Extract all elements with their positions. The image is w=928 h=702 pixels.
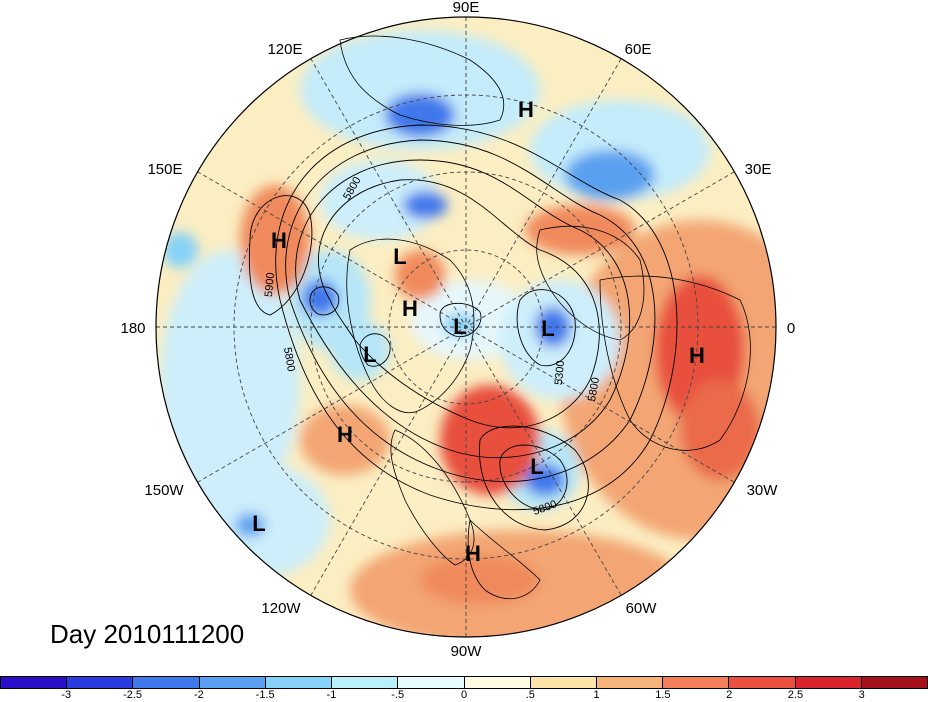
graticule — [156, 17, 776, 637]
colorbar-tick-label: -1.5 — [255, 689, 275, 701]
lon-label-90w: 90W — [451, 643, 483, 660]
map-boundary — [155, 16, 777, 638]
colorbar-cell — [663, 677, 730, 688]
lon-label-150w: 150W — [144, 482, 184, 499]
colorbar-cell — [67, 677, 134, 688]
colorbar-tick-label: 1 — [593, 689, 600, 701]
pressure-center-label: H — [689, 343, 705, 368]
anomaly-field — [156, 17, 776, 637]
colorbar-cell — [1, 677, 68, 688]
colorbar-cell — [464, 677, 531, 688]
pressure-center-label: H — [518, 97, 534, 122]
colorbar-tick-label: -2 — [193, 689, 204, 701]
pressure-center-label: L — [252, 511, 265, 536]
colorbar-cell — [332, 677, 399, 688]
pressure-center-label: L — [541, 316, 554, 341]
pressure-center-label: H — [271, 228, 287, 253]
colorbar-tick-label: 0 — [460, 689, 468, 701]
colorbar-cell — [398, 677, 465, 688]
colorbar-tick-label: -1 — [326, 689, 337, 701]
date-title: Day 2010111200 — [50, 619, 245, 649]
lon-label-90e: 90E — [453, 0, 480, 16]
contour-value-label: 5800 — [586, 376, 602, 402]
pressure-center-label: L — [363, 342, 376, 367]
lon-label-180: 180 — [120, 320, 145, 337]
colorbar-cell — [530, 677, 597, 688]
pressure-center-label: H — [402, 296, 418, 321]
pressure-center-label: L — [453, 314, 466, 339]
colorbar-tick-label: -3 — [61, 689, 72, 701]
lon-label-30e: 30E — [745, 161, 772, 178]
coastlines — [339, 35, 751, 599]
colorbar-tick-label: -2.5 — [123, 689, 143, 701]
lon-label-60w: 60W — [626, 600, 658, 617]
height-contours — [248, 124, 678, 531]
pressure-center-label: L — [530, 454, 543, 479]
colorbar-tick-label: .5 — [525, 689, 535, 701]
colorbar-tick-label: 1.5 — [655, 689, 671, 701]
contour-value-label: 5900 — [263, 272, 277, 297]
colorbar-tick-label: 2 — [726, 689, 733, 701]
lon-label-60e: 60E — [625, 41, 652, 58]
colorbar-cell — [199, 677, 266, 688]
pressure-center-label: L — [393, 244, 406, 269]
contour-value-label: 5800 — [281, 346, 297, 372]
colorbar-cell — [729, 677, 796, 688]
pressure-center-label: H — [465, 541, 481, 566]
colorbar-labels: -3 -2.5 -2 -1.5 -1 -.5 0 .5 1 1.5 2 2.5 3 — [0, 689, 928, 702]
colorbar-cell — [265, 677, 333, 688]
colorbar — [0, 676, 928, 689]
colorbar-tick-label: -.5 — [391, 689, 405, 701]
lon-label-120w: 120W — [261, 600, 301, 617]
pressure-center-label: H — [337, 422, 353, 447]
colorbar-tick-label: 3 — [858, 689, 865, 701]
colorbar-tick-label: 2.5 — [787, 689, 804, 701]
lon-label-120e: 120E — [267, 41, 302, 58]
colorbar-cell — [861, 677, 928, 688]
colorbar-cell — [596, 677, 664, 688]
colorbar-cell — [795, 677, 862, 688]
lon-label-150e: 150E — [147, 161, 182, 178]
lon-label-30w: 30W — [747, 482, 779, 499]
lon-label-0: 0 — [787, 320, 795, 337]
contour-value-label: 5300 — [553, 360, 567, 385]
colorbar-cell — [133, 677, 200, 688]
